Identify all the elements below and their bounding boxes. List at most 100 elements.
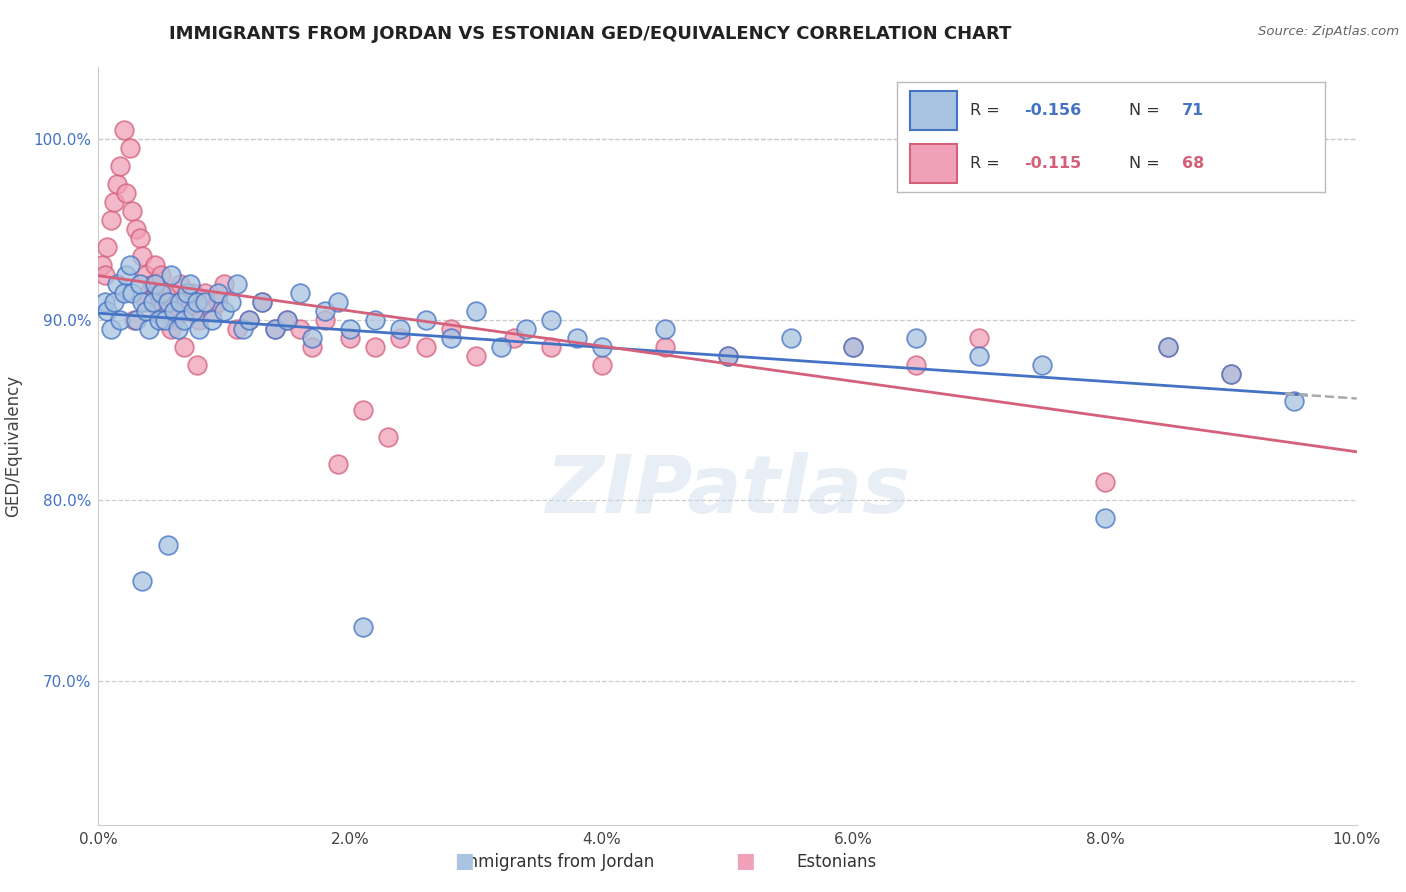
Point <box>112 123 135 137</box>
Point <box>166 321 188 335</box>
Point <box>842 340 865 354</box>
Point <box>141 277 163 291</box>
Point <box>201 303 224 318</box>
Point <box>173 312 195 326</box>
Point <box>135 294 157 309</box>
Point <box>169 294 191 309</box>
Point <box>314 303 336 318</box>
Text: ■: ■ <box>454 851 474 871</box>
Point <box>176 303 198 318</box>
Point <box>389 331 412 345</box>
Point <box>121 204 143 219</box>
Point <box>540 340 562 354</box>
Point <box>166 294 188 309</box>
Point <box>96 240 118 254</box>
Point <box>969 349 991 363</box>
Point <box>842 340 865 354</box>
Point <box>105 277 128 291</box>
Point <box>201 312 224 326</box>
Point <box>654 321 676 335</box>
Point <box>1220 367 1243 381</box>
Point <box>364 312 387 326</box>
Point <box>138 321 160 335</box>
Point <box>188 312 211 326</box>
Point <box>148 312 170 326</box>
Point <box>118 141 141 155</box>
Point <box>214 277 236 291</box>
Point <box>176 285 198 300</box>
Point <box>232 321 254 335</box>
Point <box>153 312 176 326</box>
Point <box>326 457 349 471</box>
Point <box>717 349 740 363</box>
Point <box>148 285 170 300</box>
Point <box>96 303 118 318</box>
Point <box>169 277 191 291</box>
Point <box>129 277 152 291</box>
Point <box>225 321 247 335</box>
Point <box>91 259 114 273</box>
Point <box>100 213 122 227</box>
Point <box>186 358 208 372</box>
Point <box>339 331 361 345</box>
Point <box>214 303 236 318</box>
Point <box>314 312 336 326</box>
Point <box>1094 511 1116 525</box>
Point <box>225 277 247 291</box>
Point <box>156 294 179 309</box>
Point <box>93 294 115 309</box>
Point <box>415 312 437 326</box>
Point <box>276 312 298 326</box>
Point <box>156 538 179 552</box>
Point <box>717 349 740 363</box>
Point <box>163 312 186 326</box>
Point <box>135 268 157 282</box>
Point <box>288 321 311 335</box>
Point <box>181 303 204 318</box>
Point <box>108 159 131 173</box>
Point <box>118 259 141 273</box>
Point <box>1220 367 1243 381</box>
Point <box>276 312 298 326</box>
Point <box>465 303 488 318</box>
Point <box>150 285 173 300</box>
Point <box>121 285 143 300</box>
Point <box>138 285 160 300</box>
Point <box>1157 340 1180 354</box>
Point <box>125 312 148 326</box>
Point <box>115 186 138 201</box>
Point <box>654 340 676 354</box>
Point <box>179 277 201 291</box>
Point <box>115 268 138 282</box>
Point <box>389 321 412 335</box>
Point <box>1157 340 1180 354</box>
Point <box>160 285 183 300</box>
Point <box>263 321 285 335</box>
Point <box>250 294 273 309</box>
Point <box>148 303 170 318</box>
Point <box>150 268 173 282</box>
Point <box>194 294 217 309</box>
Point <box>181 285 204 300</box>
Point <box>502 331 524 345</box>
Point <box>969 331 991 345</box>
Point <box>105 178 128 192</box>
Point <box>108 312 131 326</box>
Point <box>173 340 195 354</box>
Point <box>288 285 311 300</box>
Point <box>163 303 186 318</box>
Point <box>173 294 195 309</box>
Text: Source: ZipAtlas.com: Source: ZipAtlas.com <box>1258 25 1399 38</box>
Point <box>141 294 163 309</box>
Point <box>565 331 588 345</box>
Point <box>440 331 463 345</box>
Point <box>143 259 166 273</box>
Point <box>219 294 242 309</box>
Point <box>143 277 166 291</box>
Point <box>100 321 122 335</box>
Point <box>515 321 537 335</box>
Point <box>301 340 323 354</box>
Point <box>1031 358 1053 372</box>
Point <box>352 619 374 633</box>
Y-axis label: GED/Equivalency: GED/Equivalency <box>4 375 22 517</box>
